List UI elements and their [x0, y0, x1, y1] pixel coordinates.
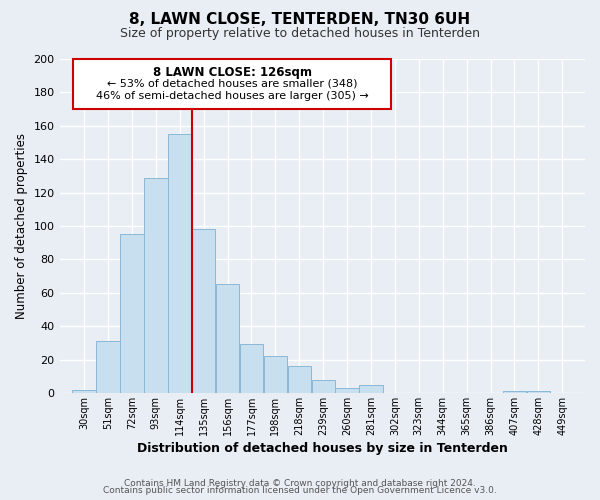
Text: 8, LAWN CLOSE, TENTERDEN, TN30 6UH: 8, LAWN CLOSE, TENTERDEN, TN30 6UH: [130, 12, 470, 28]
Bar: [97, 341, 120, 393]
Bar: [359, 384, 383, 393]
Bar: [168, 134, 191, 393]
Bar: [335, 388, 359, 393]
Bar: [120, 234, 143, 393]
Y-axis label: Number of detached properties: Number of detached properties: [15, 133, 28, 319]
Text: Contains public sector information licensed under the Open Government Licence v3: Contains public sector information licen…: [103, 486, 497, 495]
Text: 46% of semi-detached houses are larger (305) →: 46% of semi-detached houses are larger (…: [96, 90, 369, 101]
Bar: [287, 366, 311, 393]
Text: Contains HM Land Registry data © Crown copyright and database right 2024.: Contains HM Land Registry data © Crown c…: [124, 478, 476, 488]
Text: 8 LAWN CLOSE: 126sqm: 8 LAWN CLOSE: 126sqm: [153, 66, 312, 78]
Bar: [216, 284, 239, 393]
Text: ← 53% of detached houses are smaller (348): ← 53% of detached houses are smaller (34…: [107, 78, 358, 88]
Bar: [144, 178, 167, 393]
FancyBboxPatch shape: [73, 59, 391, 109]
Bar: [192, 230, 215, 393]
Bar: [527, 391, 550, 393]
Bar: [311, 380, 335, 393]
Bar: [264, 356, 287, 393]
Bar: [73, 390, 96, 393]
X-axis label: Distribution of detached houses by size in Tenterden: Distribution of detached houses by size …: [137, 442, 508, 455]
Bar: [240, 344, 263, 393]
Bar: [503, 391, 526, 393]
Text: Size of property relative to detached houses in Tenterden: Size of property relative to detached ho…: [120, 28, 480, 40]
